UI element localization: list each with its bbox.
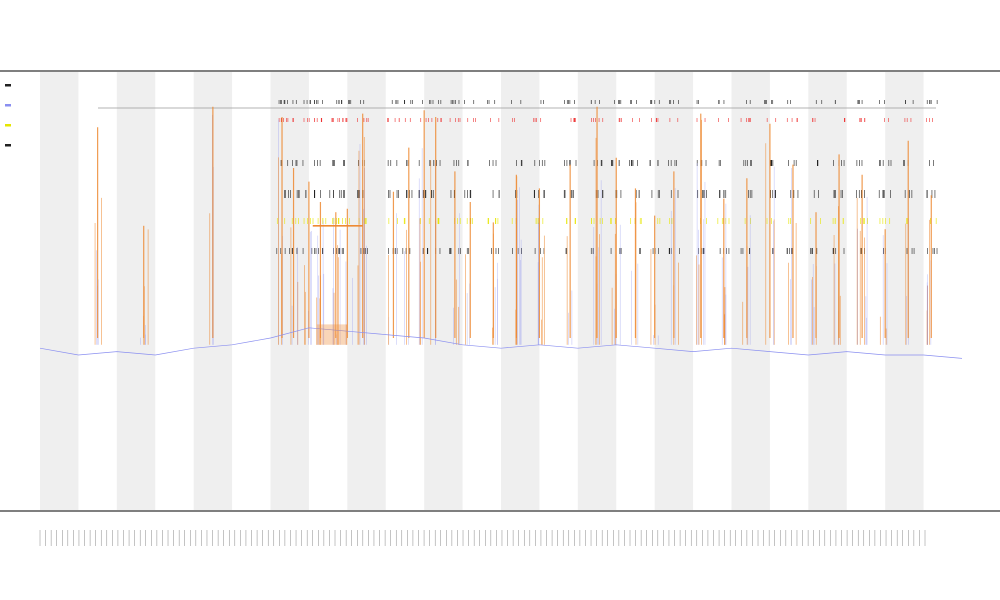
plateau-band [316,324,348,345]
background-band [116,72,156,510]
legend-swatch [5,144,11,147]
legend-swatch [5,124,11,127]
background-bands [40,72,924,510]
series-main-line [39,327,963,359]
legend [5,84,11,147]
legend-swatch [5,84,11,87]
background-band [424,72,463,510]
background-band [885,72,924,510]
background-band [808,72,847,510]
spike-series [94,106,932,345]
background-band [40,72,79,510]
x-tick-labels [39,530,926,546]
background-band [731,72,770,510]
background-band [270,72,309,510]
legend-swatch [5,104,11,107]
